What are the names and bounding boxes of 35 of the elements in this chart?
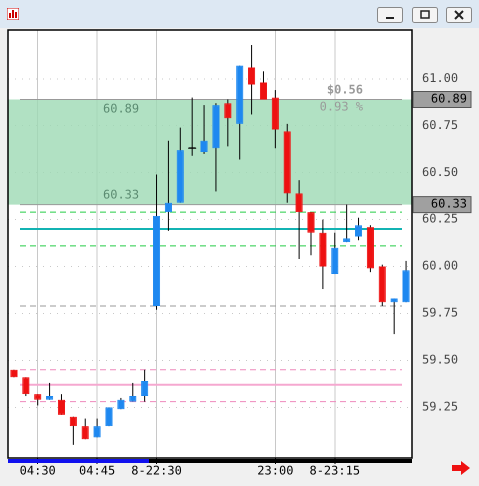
candlestick	[46, 382, 54, 400]
candlestick	[94, 418, 101, 438]
y-tick-label: 60.00	[422, 258, 458, 273]
y-tick-label: 59.50	[422, 352, 458, 367]
candlestick	[82, 418, 89, 440]
annotation: 60.33	[103, 188, 140, 202]
candlestick	[22, 376, 30, 397]
annotation: 0.93 %	[320, 100, 364, 114]
x-tick-label: 23:00	[257, 463, 294, 478]
ref-line-label: 60.33	[430, 196, 467, 211]
x-tick-label: 04:45	[79, 463, 116, 478]
annotation: 60.89	[103, 102, 140, 116]
candlestick	[200, 104, 208, 154]
candlestick	[260, 70, 268, 100]
candlestick	[164, 140, 172, 232]
x-tick-label: 8-22:30	[131, 463, 182, 478]
x-tick-label: 04:30	[20, 463, 56, 478]
x-tick-label: 8-23:15	[309, 463, 360, 478]
y-tick-label: 60.75	[422, 118, 458, 132]
candlestick	[70, 416, 77, 446]
y-tick-label: 60.25	[422, 212, 458, 226]
candlestick	[296, 180, 303, 260]
y-tick-label: 59.25	[422, 399, 458, 414]
y-tick-label: 61.00	[422, 70, 458, 85]
annotation: $0.56	[326, 82, 363, 97]
y-tick-label: 60.50	[422, 164, 458, 179]
candlestick	[307, 212, 315, 256]
candlestick	[141, 369, 148, 402]
y-tick-label: 59.75	[422, 306, 458, 320]
ref-line-label: 60.89	[430, 92, 467, 106]
candlestick	[224, 98, 232, 147]
candlestick	[354, 217, 362, 241]
candlestick	[58, 394, 66, 416]
candlestick	[129, 382, 136, 402]
candlestick	[248, 44, 256, 115]
